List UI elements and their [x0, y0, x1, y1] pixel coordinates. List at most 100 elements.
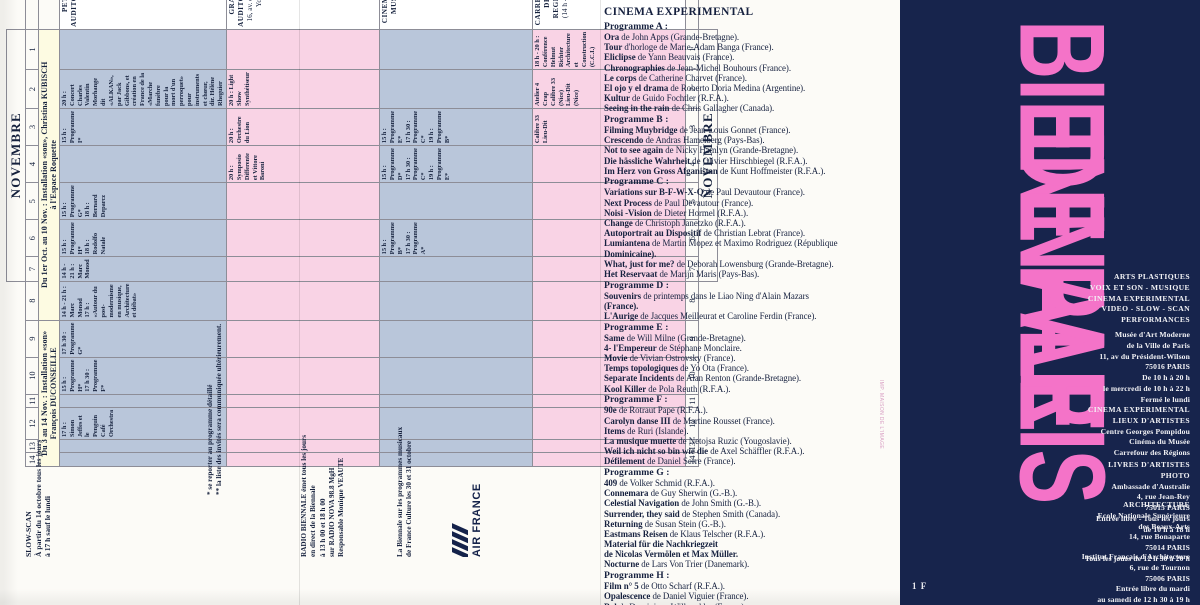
calendar-cell-line: 17 h 30 : Programme F* [84, 359, 108, 392]
calendar-rotated-wrapper: NOVEMBRE 14 13 12 11 10 9 8 7 6 5 4 3 2 1 Du 3 au 14 No… [0, 0, 718, 585]
film-entry: Autoportrait au Dispositif de Christian … [604, 228, 806, 239]
programme-heading: Programme A : [604, 21, 668, 32]
cover-info-line: 4, rue Jean-Rey [1136, 492, 1190, 502]
calendar-cell-text: 20 h : Symposio Differente et Vittore Ba… [228, 148, 267, 180]
film-entry: 409 de Volker Schmid (R.F.A.). [604, 477, 715, 488]
calendar-cell-text: 15 h : Programme B* 17 h 30 : Programme A… [381, 222, 428, 254]
day-number[interactable]: 1 [25, 29, 39, 70]
calendar-cell[interactable]: 15 h : Programme H* 17 h 30 : Programme F… [59, 357, 227, 395]
calendar-cell[interactable]: 20 h : Light Show Synthétiseur [226, 69, 380, 109]
calendar-cell[interactable] [379, 182, 533, 220]
calendar-cell[interactable]: 20 h : Concert Charles Valentin Morhange… [59, 69, 227, 109]
calendar-cell-line: 17 h 30 : Programme C* [404, 110, 428, 144]
air-france-wordmark: AIR FRANCE [471, 483, 483, 557]
film-entry: Chronographies de Jean-Michel Bouhours (… [604, 62, 791, 73]
calendar-cell[interactable] [226, 182, 380, 220]
venue-name: PETIT AUDITORIUM [61, 0, 78, 27]
calendar-cell[interactable]: 15 h : Programme H* 18 h : Rodolfo Natale [59, 219, 227, 257]
calendar-cell-text: 14 h - 21 h : Marc Monod 17 h : «Autour d… [61, 284, 139, 318]
day-number[interactable]: 5 [25, 182, 39, 220]
calendar-cell[interactable] [379, 29, 533, 70]
calendar-cell[interactable]: 17 h : Simon Jeffes et le Penguin Café O… [59, 407, 227, 440]
day-number[interactable]: 4 [25, 145, 39, 183]
calendar-cell[interactable]: 20 h : Orchestre du Lion [226, 108, 380, 146]
film-entry: L'Aurige de Jacques Meilleurat et Caroli… [604, 311, 817, 321]
cinema-experimental-column: CINEMA EXPERIMENTAL Programme A : Ora de … [604, 6, 896, 605]
calendar-cell-line: Lieu-Dit [541, 120, 549, 144]
calendar-cell-line: 20 h : Concert Charles Valentin Morhange… [61, 72, 225, 106]
cover-info-block: CINEMA EXPERIMENTAL LIEUX D'ARTISTES Centr… [1088, 405, 1190, 459]
film-entry: Bal de Dominique Willoughby (France). [604, 602, 896, 605]
calendar-cell[interactable]: 14 h - 21 h : Marc Monod 17 h : «Autour d… [59, 281, 227, 321]
calendar-blank [38, 0, 60, 30]
calendar-cell[interactable]: 17 h 30 : Programme G* [59, 320, 227, 358]
calendar-cell-line: 15 h : Programme H* [61, 222, 84, 255]
calendar-cell[interactable] [226, 256, 380, 282]
band-right-line1: Du 1er Oct. au 10 Nov. : Installation «s… [40, 61, 49, 288]
cover-info-block: Musée d'Art Moderne de la Ville de Paris 1… [1099, 330, 1190, 405]
film-entry: Eliclipse de Yann Beauvais (France). [604, 52, 735, 63]
cover-info-line: le mercredi de 10 h à 22 h [1103, 383, 1190, 393]
film-entry: Variations sur B-F-W-X-Q de Paul Devauto… [604, 187, 805, 198]
cover-info-line: 14, rue Bonaparte [1129, 532, 1190, 542]
cover-info-line: 75015 PARIS [1145, 503, 1190, 513]
calendar-cell-line: 18 h : Bernard Deparcz [84, 194, 108, 218]
calendar-cell[interactable] [59, 453, 227, 467]
film-entry: El ojo y el drama de Roberto Doria Medin… [604, 82, 806, 93]
programme-heading: Programme E : [604, 321, 669, 333]
calendar-cell-text: 15 h : Programme E* 17 h 30 : Programme C… [381, 111, 451, 143]
calendar-cell[interactable] [59, 394, 227, 408]
france-culture-line: La Biennale sur les programmes musicaux [396, 426, 404, 557]
film-entry: Returning de Susan Stein (G.-B.). [604, 518, 726, 529]
film-entry: Opalescence de Daniel Viguier (France). [604, 591, 749, 602]
footnote-2: ** la liste des invités sera communiquée… [215, 323, 224, 495]
calendar-cell[interactable] [59, 145, 227, 183]
calendar-cell-text: 20 h : Orchestre du Lion [228, 111, 251, 143]
cover-info-heading: LIVRES D'ARTISTES [1108, 460, 1190, 469]
calendar-cell[interactable] [226, 219, 380, 257]
calendar-cell-text: 15 h : Programme D* 17 h 30 : Programme C… [381, 148, 451, 180]
day-number[interactable]: 3 [25, 108, 39, 146]
cover-info-heading: LIEUX D'ARTISTES [1112, 415, 1190, 425]
calendar-cell[interactable]: 15 h : Programme G* 18 h : Bernard Deparc… [59, 182, 227, 220]
calendar-cell-line: 20 h : Orchestre du Lion [228, 116, 251, 144]
calendar-cell[interactable]: 20 h : Symposio Differente et Vittore Ba… [226, 145, 380, 183]
film-entry: Change de Christoph Janetzko (R.F.A.). [604, 218, 746, 228]
film-entry: de Nicolas Vermölen et Max Müller. [604, 549, 739, 560]
calendar-cell[interactable] [59, 439, 227, 453]
calendar-cell-text: 20 h : Concert Charles Valentin Morhange… [61, 72, 225, 106]
calendar-cell[interactable]: 14 h - 21 h : Marc Monod [59, 256, 227, 282]
calendar-cell-line: 15 h : Programme D* [381, 148, 404, 181]
cover-info-line: Entrée libre du mardi [1115, 584, 1190, 594]
film-entry: Ora de John Apps (Grande-Bretagne). [604, 32, 740, 42]
radio-biennale-note: RADIO BIENNALE émet tous les jours en dir… [300, 297, 347, 557]
calendar-cell[interactable] [226, 29, 380, 70]
film-entry: La musique muette de Netojsa Ruzic (Youg… [604, 435, 792, 446]
radio-line: RADIO BIENNALE émet tous les jours [300, 435, 308, 557]
calendar-cell[interactable] [379, 69, 533, 109]
slow-scan-note: SLOW-SCAN À partir du 14 octobre tous les… [24, 317, 53, 557]
venue-name: CINEMA DU MUSEE [381, 0, 399, 24]
calendar-cell[interactable]: 15 h : Programme D* 17 h 30 : Programme C… [379, 145, 533, 183]
cover-info-heading: CINEMA EXPERIMENTAL [1087, 405, 1190, 414]
film-entry: Not to see again de Nicky Hamlyn (Grande… [604, 145, 799, 156]
film-entry: Dominicaine). [604, 248, 657, 259]
calendar-cell[interactable]: 15 h : Programme B* 17 h 30 : Programme A… [379, 219, 533, 257]
air-france-stripes-icon [452, 523, 468, 557]
day-number[interactable]: 8 [25, 281, 39, 321]
calendar-cell[interactable] [59, 29, 227, 70]
calendar-cell-line: 15 h : Programme G* [61, 185, 84, 218]
cover-info-line: 75014 PARIS [1145, 543, 1190, 553]
film-entry: Weil ich nicht so bin wie die de Axel Sc… [604, 446, 805, 457]
day-number[interactable]: 6 [25, 219, 39, 257]
calendar-cell-text: 15 h : Programme G* 18 h : Bernard Deparc… [61, 185, 108, 217]
day-number[interactable]: 2 [25, 69, 39, 109]
day-number[interactable]: 7 [25, 256, 39, 282]
fold-line-2 [600, 0, 601, 605]
calendar-venue-row: 17 h : Simon Jeffes et le Penguin Café O… [59, 0, 227, 467]
calendar-cell[interactable]: 15 h : Programme I* [59, 108, 227, 146]
cover-info-heading: VIDEO - SLOW - SCAN [1101, 304, 1190, 314]
cover-info-line: Cinéma du Musée [1129, 437, 1190, 447]
film-entry: Celestial Navigation de John Smith (G.-B… [604, 498, 762, 509]
calendar-cell[interactable]: 15 h : Programme E* 17 h 30 : Programme C… [379, 108, 533, 146]
